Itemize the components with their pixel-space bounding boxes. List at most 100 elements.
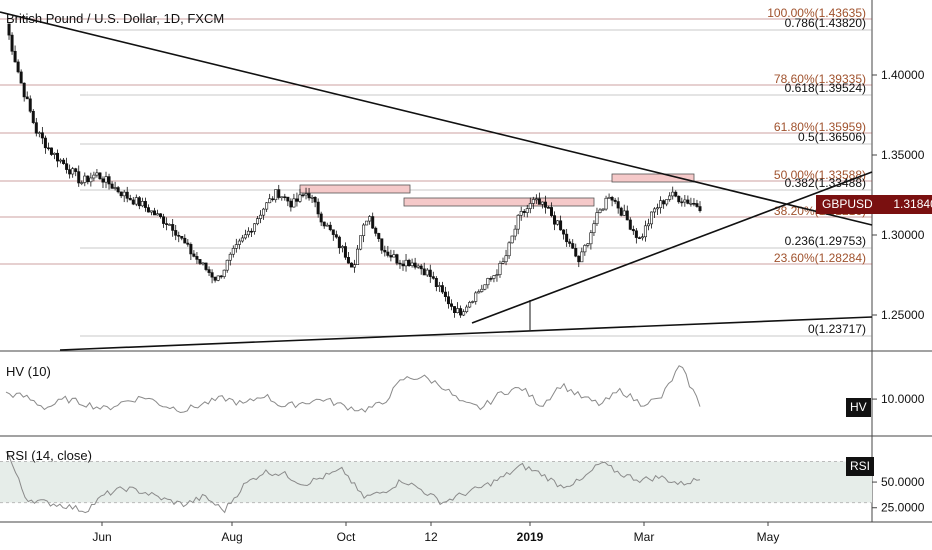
candle-body bbox=[292, 198, 296, 208]
candle-body bbox=[634, 230, 638, 238]
candle-body bbox=[192, 253, 196, 257]
candle-body bbox=[31, 110, 35, 123]
candle-body bbox=[650, 211, 654, 225]
resistance-box bbox=[611, 173, 695, 183]
candle-body bbox=[83, 175, 87, 183]
candle-body bbox=[125, 191, 129, 199]
candle-body bbox=[480, 288, 484, 292]
candle-body bbox=[507, 242, 511, 257]
candle-body bbox=[646, 223, 650, 227]
candle-body bbox=[419, 265, 423, 270]
candle-body bbox=[116, 187, 120, 193]
candle-body bbox=[601, 208, 605, 211]
candle-body bbox=[528, 203, 532, 209]
candle-body bbox=[680, 201, 684, 204]
fib-ratio-label: 0.236(1.29753) bbox=[785, 234, 866, 248]
candle-body bbox=[265, 202, 269, 210]
candle-body bbox=[656, 207, 660, 210]
candle-body bbox=[307, 193, 311, 199]
price-tick-label: 1.35000 bbox=[881, 148, 925, 162]
candle-body bbox=[162, 216, 166, 224]
candle-body bbox=[465, 306, 469, 313]
candle-body bbox=[374, 227, 378, 234]
candle-body bbox=[286, 196, 290, 202]
candle-body bbox=[28, 98, 32, 112]
candle-body bbox=[422, 268, 426, 276]
rsi-tick-label: 25.0000 bbox=[881, 501, 925, 515]
candle-body bbox=[56, 152, 60, 162]
hv-series-line bbox=[5, 365, 701, 414]
candle-body bbox=[346, 257, 350, 264]
candle-body bbox=[492, 275, 496, 279]
candles-group bbox=[7, 23, 702, 318]
symbol-label: GBPUSD bbox=[822, 197, 873, 211]
candle-body bbox=[659, 200, 663, 209]
candle-body bbox=[462, 311, 466, 316]
fib-percent-label: 23.60%(1.28284) bbox=[774, 251, 866, 265]
candle-body bbox=[298, 194, 302, 202]
fib-percent-label: 61.80%(1.35959) bbox=[774, 120, 866, 134]
candle-body bbox=[253, 223, 257, 232]
candle-body bbox=[483, 284, 487, 290]
fib-percent-label: 50.00%(1.33588) bbox=[774, 168, 866, 182]
candle-body bbox=[607, 197, 611, 199]
fib-ratio-label: 0(1.23717) bbox=[808, 322, 866, 336]
candle-body bbox=[589, 232, 593, 245]
chart-title: British Pound / U.S. Dollar, 1D, FXCM bbox=[6, 11, 225, 26]
candle-body bbox=[240, 237, 244, 242]
hv-indicator-label[interactable]: HV (10) bbox=[6, 364, 51, 379]
time-tick-label: Aug bbox=[221, 530, 242, 544]
candle-body bbox=[550, 207, 554, 216]
candle-body bbox=[237, 240, 241, 245]
last-price-label: 1.31840 bbox=[893, 197, 932, 211]
candle-body bbox=[516, 214, 520, 230]
candle-body bbox=[10, 34, 14, 52]
candle-body bbox=[186, 242, 190, 245]
candle-body bbox=[625, 210, 629, 221]
fib-ratio-label: 0.5(1.36506) bbox=[798, 130, 866, 144]
candle-body bbox=[477, 291, 481, 294]
candle-body bbox=[449, 303, 453, 307]
candle-body bbox=[177, 235, 181, 237]
candle-body bbox=[534, 198, 538, 201]
rsi-indicator-label[interactable]: RSI (14, close) bbox=[6, 448, 92, 463]
candle-body bbox=[498, 263, 502, 275]
candle-body bbox=[674, 191, 678, 197]
candle-body bbox=[586, 243, 590, 246]
candle-body bbox=[553, 215, 557, 225]
candle-body bbox=[310, 196, 314, 199]
candle-body bbox=[437, 285, 441, 287]
candle-body bbox=[316, 201, 320, 215]
candle-body bbox=[583, 245, 587, 253]
candle-body bbox=[86, 175, 90, 183]
candle-body bbox=[243, 234, 247, 239]
candle-body bbox=[540, 201, 544, 205]
candle-body bbox=[471, 301, 475, 303]
candle-body bbox=[328, 224, 332, 231]
candle-body bbox=[365, 220, 369, 226]
candle-body bbox=[495, 274, 499, 276]
candle-body bbox=[425, 269, 429, 276]
candle-body bbox=[574, 248, 578, 257]
candle-body bbox=[468, 302, 472, 308]
candle-body bbox=[280, 196, 284, 199]
candle-body bbox=[537, 198, 541, 205]
price-tick-label: 1.40000 bbox=[881, 68, 925, 82]
candle-body bbox=[689, 202, 693, 205]
candle-body bbox=[277, 189, 281, 198]
candle-body bbox=[40, 132, 44, 139]
candle-body bbox=[249, 230, 253, 233]
candle-body bbox=[46, 147, 50, 150]
candle-body bbox=[416, 265, 420, 268]
candle-body bbox=[522, 211, 526, 213]
candle-body bbox=[543, 201, 547, 208]
candle-body bbox=[619, 207, 623, 216]
candle-body bbox=[362, 224, 366, 237]
candle-body bbox=[89, 177, 93, 183]
candle-body bbox=[622, 210, 626, 216]
long-term-support-line bbox=[59, 316, 873, 351]
candle-body bbox=[80, 182, 84, 184]
candle-body bbox=[556, 220, 560, 225]
candle-body bbox=[313, 196, 317, 203]
